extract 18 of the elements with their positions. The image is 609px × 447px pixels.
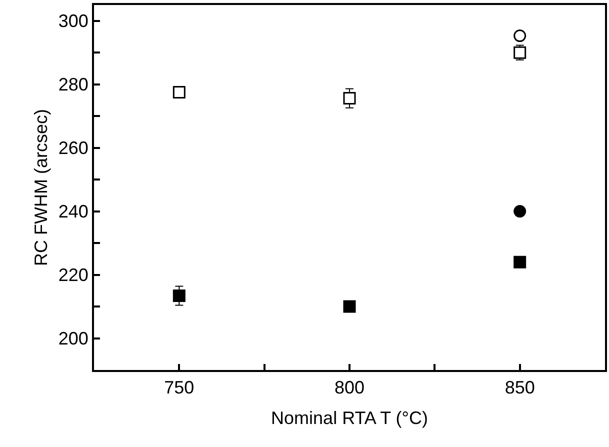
point	[172, 289, 186, 302]
point	[514, 205, 526, 218]
x-tick-label: 750	[164, 378, 194, 398]
y-tick-label: 280	[58, 74, 88, 95]
x-axis-title: Nominal RTA T (°C)	[271, 408, 428, 428]
x-tick-label: 800	[334, 378, 365, 398]
y-tick-label: 200	[58, 328, 88, 349]
point	[172, 86, 186, 99]
y-tick-label: 260	[58, 138, 88, 158]
y-tick-label: 220	[58, 265, 88, 286]
y-tick-label: 240	[58, 202, 88, 222]
point	[343, 300, 356, 313]
point	[514, 256, 526, 268]
y-tick-label: 300	[58, 11, 88, 32]
point	[514, 30, 526, 42]
y-axis-title: RC FWHM (arcsec)	[31, 109, 52, 266]
point	[343, 92, 356, 105]
x-tick-label: 850	[504, 378, 535, 398]
